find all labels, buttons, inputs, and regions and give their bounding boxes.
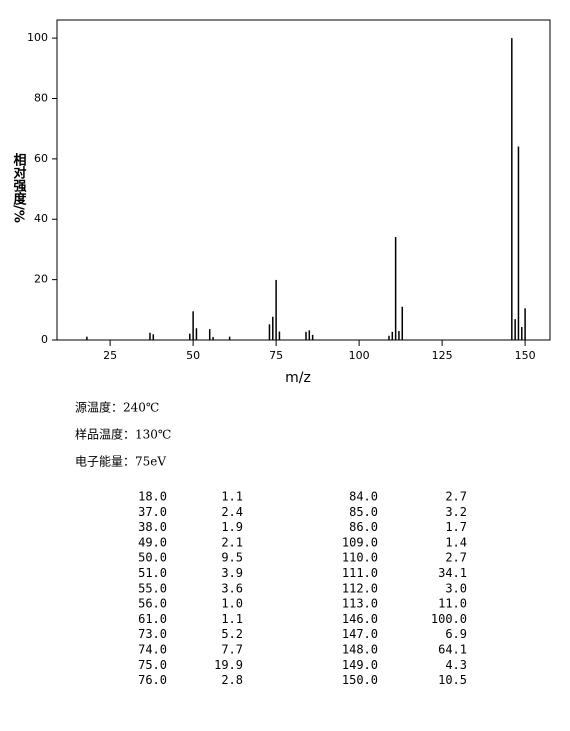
table-intensity: 6.9 xyxy=(445,627,467,641)
table-mz: 18.0 xyxy=(138,490,167,504)
peak xyxy=(152,334,155,340)
peak xyxy=(275,279,277,340)
table-intensity: 19.9 xyxy=(214,658,243,672)
table-intensity: 2.8 xyxy=(221,673,243,687)
peak xyxy=(208,329,211,340)
peak xyxy=(521,327,523,340)
y-tick-label: 0 xyxy=(41,333,48,346)
table-intensity: 1.4 xyxy=(445,535,467,549)
table-intensity: 1.7 xyxy=(445,520,467,534)
peak xyxy=(517,146,520,340)
table-intensity: 7.7 xyxy=(221,643,243,657)
peak xyxy=(305,331,307,340)
x-tick-label: 75 xyxy=(269,349,283,362)
table-intensity: 1.0 xyxy=(221,597,243,611)
info-line: 电子能量：75eV xyxy=(75,455,166,469)
peak xyxy=(212,336,214,340)
table-mz: 147.0 xyxy=(342,627,378,641)
table-intensity: 2.7 xyxy=(445,490,467,504)
table-mz: 148.0 xyxy=(342,643,378,657)
table-mz: 112.0 xyxy=(342,581,378,595)
peak xyxy=(195,328,198,340)
table-mz: 37.0 xyxy=(138,505,167,519)
table-intensity: 10.5 xyxy=(438,673,467,687)
table-intensity: 3.0 xyxy=(445,581,467,595)
peak xyxy=(524,308,526,340)
x-tick-label: 100 xyxy=(349,349,370,362)
table-mz: 113.0 xyxy=(342,597,378,611)
peak xyxy=(514,319,516,340)
table-mz: 55.0 xyxy=(138,581,167,595)
peak xyxy=(268,324,271,340)
table-mz: 85.0 xyxy=(349,505,378,519)
y-tick-label: 40 xyxy=(34,212,48,225)
peak xyxy=(388,335,390,340)
table-intensity: 3.2 xyxy=(445,505,467,519)
peak xyxy=(311,334,314,340)
table-mz: 149.0 xyxy=(342,658,378,672)
info-line: 源温度：240℃ xyxy=(75,400,159,415)
table-intensity: 1.1 xyxy=(221,612,243,626)
y-tick-label: 60 xyxy=(34,152,48,165)
peak xyxy=(308,330,311,340)
table-mz: 84.0 xyxy=(349,490,378,504)
x-axis-label: m/z xyxy=(285,370,311,386)
table-mz: 86.0 xyxy=(349,520,378,534)
table-intensity: 34.1 xyxy=(438,566,467,580)
table-mz: 50.0 xyxy=(138,551,167,565)
peak xyxy=(394,237,397,340)
table-mz: 150.0 xyxy=(342,673,378,687)
table-intensity: 1.9 xyxy=(221,520,243,534)
peak xyxy=(401,306,404,340)
table-intensity: 1.1 xyxy=(221,490,243,504)
table-mz: 109.0 xyxy=(342,535,378,549)
table-intensity: 100.0 xyxy=(431,612,467,626)
table-mz: 38.0 xyxy=(138,520,167,534)
peak xyxy=(228,336,231,340)
table-mz: 111.0 xyxy=(342,566,378,580)
table-intensity: 4.3 xyxy=(445,658,467,672)
table-mz: 110.0 xyxy=(342,551,378,565)
table-mz: 76.0 xyxy=(138,673,167,687)
peak xyxy=(192,311,194,340)
peak xyxy=(398,330,400,340)
x-tick-label: 125 xyxy=(432,349,453,362)
table-intensity: 3.6 xyxy=(221,581,243,595)
y-tick-label: 80 xyxy=(34,91,48,104)
y-tick-label: 100 xyxy=(27,31,48,44)
table-mz: 75.0 xyxy=(138,658,167,672)
table-mz: 56.0 xyxy=(138,597,167,611)
x-tick-label: 50 xyxy=(186,349,200,362)
table-intensity: 5.2 xyxy=(221,627,243,641)
table-intensity: 2.7 xyxy=(445,551,467,565)
info-line: 样品温度：130℃ xyxy=(75,427,171,442)
table-intensity: 3.9 xyxy=(221,566,243,580)
y-axis-label: 相对强度/% xyxy=(11,153,27,223)
table-intensity: 9.5 xyxy=(221,551,243,565)
table-mz: 61.0 xyxy=(138,612,167,626)
plot-frame xyxy=(56,19,551,341)
table-intensity: 2.1 xyxy=(221,535,243,549)
table-intensity: 2.4 xyxy=(221,505,243,519)
table-intensity: 64.1 xyxy=(438,643,467,657)
peak xyxy=(511,38,513,340)
table-intensity: 11.0 xyxy=(438,597,467,611)
peak xyxy=(149,332,151,340)
x-tick-label: 25 xyxy=(103,349,117,362)
x-tick-label: 150 xyxy=(515,349,536,362)
peak xyxy=(391,331,394,340)
peak xyxy=(278,331,281,340)
table-mz: 74.0 xyxy=(138,643,167,657)
table-mz: 51.0 xyxy=(138,566,167,580)
table-mz: 49.0 xyxy=(138,535,167,549)
peak xyxy=(189,333,191,340)
peak xyxy=(272,316,274,340)
y-tick-label: 20 xyxy=(34,273,48,286)
table-mz: 146.0 xyxy=(342,612,378,626)
table-mz: 73.0 xyxy=(138,627,167,641)
peak xyxy=(86,336,88,340)
